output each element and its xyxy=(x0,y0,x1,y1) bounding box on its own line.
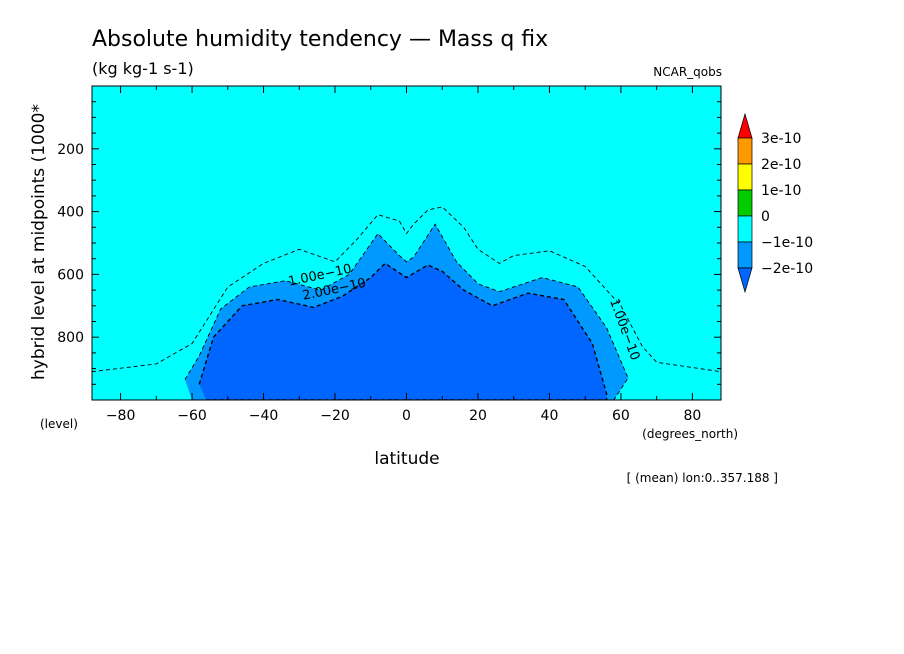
contour-fill-layer xyxy=(184,224,629,400)
footer-note: [ (mean) lon:0..357.188 ] xyxy=(627,471,778,485)
y-tick-label: 800 xyxy=(57,330,84,346)
y-axis-label: hybrid level at midpoints (1000* xyxy=(29,104,49,380)
x-tick-label: 40 xyxy=(541,408,559,424)
colorbar-label: 3e-10 xyxy=(761,131,801,147)
y-axis-units: (level) xyxy=(40,417,78,431)
source-label: NCAR_qobs xyxy=(653,65,722,79)
colorbar-label: −2e-10 xyxy=(761,261,813,277)
contour-fill-inner xyxy=(199,263,607,400)
x-tick-label: −40 xyxy=(249,408,279,424)
x-axis-units: (degrees_north) xyxy=(642,427,738,441)
y-tick-label: 400 xyxy=(57,205,84,221)
contour-line-layer xyxy=(92,206,721,400)
contour-line-middle xyxy=(184,223,629,400)
colorbar-segment xyxy=(737,163,753,191)
colorbar-label: 0 xyxy=(761,209,770,225)
colorbar-segment xyxy=(737,137,753,165)
contour-line-outer xyxy=(92,206,721,373)
y-tick-label: 600 xyxy=(57,267,84,283)
x-tick-label: −60 xyxy=(177,408,207,424)
x-tick-label: −80 xyxy=(106,408,136,424)
chart-units: (kg kg-1 s-1) xyxy=(92,59,194,78)
x-tick-label: 60 xyxy=(612,408,630,424)
colorbar-segment xyxy=(737,189,753,217)
x-tick-label: −20 xyxy=(320,408,350,424)
colorbar-segment xyxy=(737,241,753,269)
colorbar-label: 2e-10 xyxy=(761,157,801,173)
x-tick-labels: −80 −60 −40 −20 0 20 40 60 80 xyxy=(106,408,702,424)
colorbar-top-arrow xyxy=(737,112,753,139)
colorbar-label: 1e-10 xyxy=(761,183,801,199)
x-tick-label: 20 xyxy=(469,408,487,424)
chart-title: Absolute humidity tendency — Mass q fix xyxy=(92,27,548,52)
colorbar-segment xyxy=(737,215,753,243)
contour-line-inner xyxy=(198,262,608,400)
x-axis-label: latitude xyxy=(374,449,439,469)
axis-ticks xyxy=(92,86,721,400)
colorbar-bottom-arrow xyxy=(737,267,753,294)
y-tick-labels: 200 400 600 800 xyxy=(57,142,84,346)
x-tick-label: 80 xyxy=(683,408,701,424)
colorbar-label: −1e-10 xyxy=(761,235,813,251)
x-tick-label: 0 xyxy=(402,408,411,424)
y-tick-label: 200 xyxy=(57,142,84,158)
colorbar: 3e-10 2e-10 1e-10 0 −1e-10 −2e-10 xyxy=(737,112,813,294)
